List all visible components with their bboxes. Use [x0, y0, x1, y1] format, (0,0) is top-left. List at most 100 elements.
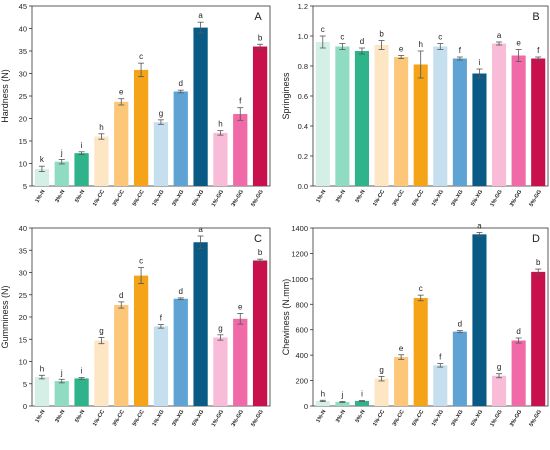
significance-letter: b [258, 248, 263, 257]
significance-letter: d [516, 327, 520, 336]
bar [34, 377, 50, 406]
x-tick-label: 1%-CC [92, 409, 106, 427]
x-tick-label: 5%-CC [132, 409, 146, 427]
significance-letter: f [537, 46, 540, 55]
x-tick-label: 3%-N [335, 409, 347, 424]
bar [173, 298, 188, 406]
significance-letter: j [60, 368, 63, 377]
x-tick-label: 5%-XG [191, 409, 205, 427]
bar [94, 136, 109, 186]
significance-letter: c [139, 257, 143, 266]
x-tick-label: 1%-N [315, 409, 327, 424]
y-tick-label: 30 [19, 269, 27, 278]
x-tick-label: 3%-CC [112, 409, 126, 427]
y-tick-label: 1.0 [298, 32, 308, 41]
bar [491, 375, 507, 406]
bar [472, 234, 487, 406]
bar [394, 357, 409, 406]
y-tick-label: 1000 [291, 275, 308, 284]
x-tick-label: 1%-XG [431, 409, 445, 427]
x-tick-label: 1%-CC [372, 189, 386, 207]
significance-letter: j [340, 390, 343, 399]
bar [511, 55, 526, 186]
x-tick-label: 3%-CC [392, 409, 406, 427]
x-tick-label: 5%-N [74, 409, 86, 424]
x-tick-label: 3%-CC [392, 189, 406, 207]
x-tick-label: 5%-GG [529, 409, 543, 428]
bar [335, 46, 350, 186]
bar [34, 168, 50, 186]
bar [114, 101, 129, 186]
y-axis-label: Gumminess (N) [0, 285, 10, 348]
x-tick-label: 5%-CC [132, 189, 146, 207]
x-tick-label: 5%-N [355, 189, 367, 204]
bar [491, 43, 507, 186]
significance-letter: d [458, 320, 462, 329]
x-tick-label: 3%-XG [171, 189, 185, 207]
bar [233, 114, 248, 186]
bar [413, 64, 428, 186]
y-axis-label: Hardness (N) [0, 69, 10, 123]
panel-label: C [254, 233, 262, 245]
y-tick-label: 25 [19, 291, 27, 300]
bar [74, 378, 89, 406]
y-tick-label: 0 [23, 402, 27, 411]
significance-letter: e [238, 302, 243, 311]
x-tick-label: 1%-XG [152, 189, 166, 207]
significance-letter: a [198, 11, 203, 20]
significance-letter: i [81, 141, 83, 150]
panel-label: A [254, 11, 262, 23]
y-tick-label: 1.2 [298, 2, 308, 11]
y-axis-label: Springiness [281, 72, 291, 120]
x-tick-label: 1%-N [315, 189, 327, 204]
significance-letter: e [516, 39, 521, 48]
bar [315, 400, 330, 406]
bar [94, 340, 109, 406]
bar [213, 132, 228, 186]
bar [153, 326, 169, 406]
bar [54, 381, 69, 406]
bar [531, 58, 546, 186]
bar [252, 46, 268, 186]
bar [394, 57, 409, 186]
significance-letter: e [119, 88, 124, 97]
bar [153, 122, 169, 186]
bar [413, 297, 428, 406]
bar [433, 365, 448, 406]
bar [233, 318, 248, 406]
x-tick-label: 3%-CC [112, 189, 126, 207]
significance-letter: f [439, 353, 442, 362]
x-tick-label: 3%-N [54, 409, 66, 424]
y-tick-label: 0.6 [298, 92, 308, 101]
significance-letter: g [379, 365, 383, 374]
x-tick-label: 5%-XG [470, 189, 484, 207]
significance-letter: c [139, 52, 143, 61]
bar [452, 58, 467, 186]
significance-letter: g [497, 363, 501, 372]
y-tick-label: 15 [19, 137, 27, 146]
y-tick-label: 40 [19, 25, 27, 34]
bar [433, 46, 448, 186]
significance-letter: a [198, 225, 203, 234]
significance-letter: c [321, 25, 325, 34]
x-tick-label: 3%-GG [231, 189, 245, 208]
significance-letter: f [239, 97, 242, 106]
y-tick-label: 0.2 [298, 152, 308, 161]
y-tick-label: 20 [19, 313, 27, 322]
x-tick-label: 5%-XG [191, 189, 205, 207]
x-tick-label: 3%-XG [451, 189, 465, 207]
significance-letter: h [99, 123, 103, 132]
x-tick-label: 5%-GG [250, 189, 264, 208]
plot-frame [312, 227, 549, 407]
y-tick-label: 200 [295, 377, 308, 386]
x-tick-label: 1%-CC [372, 409, 386, 427]
significance-letter: c [340, 33, 344, 42]
y-tick-label: 30 [19, 70, 27, 79]
x-tick-label: 1%-N [35, 189, 47, 204]
significance-letter: b [379, 30, 384, 39]
significance-letter: k [40, 155, 45, 164]
significance-letter: g [99, 326, 103, 335]
significance-letter: g [218, 324, 222, 333]
y-tick-label: 0.8 [298, 62, 308, 71]
bar [193, 27, 208, 186]
